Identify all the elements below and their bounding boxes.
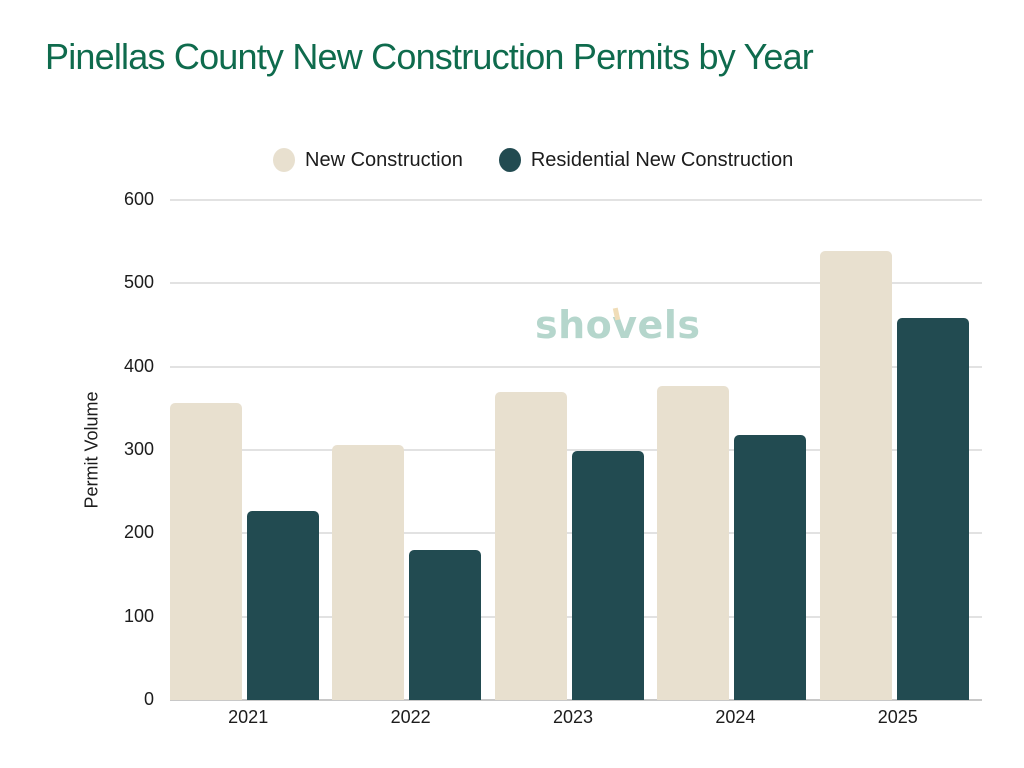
legend-item-residential-new-construction: Residential New Construction xyxy=(498,148,794,172)
gridline xyxy=(170,282,982,285)
bar-residential-2023[interactable] xyxy=(571,450,644,700)
bar-residential-2022[interactable] xyxy=(409,550,482,700)
y-tick-label: 500 xyxy=(123,272,154,293)
legend-label: Residential New Construction xyxy=(530,148,794,171)
x-axis-line xyxy=(170,699,982,701)
legend-item-new-construction: New Construction xyxy=(273,148,463,172)
bar-new-construction-2024[interactable] xyxy=(657,385,730,700)
y-tick-label: 300 xyxy=(123,439,154,459)
y-tick-label: 100 xyxy=(123,605,154,626)
x-tick-label: 2023 xyxy=(552,707,594,727)
x-tick-label: 2025 xyxy=(877,707,918,727)
legend-swatch-residential-icon xyxy=(498,148,521,172)
y-tick-label: 200 xyxy=(123,522,154,543)
y-tick-label: 400 xyxy=(123,355,154,376)
x-tick-label: 2024 xyxy=(715,707,756,727)
bar-residential-2021[interactable] xyxy=(247,510,319,700)
legend-label: New Construction xyxy=(305,148,463,171)
gridline xyxy=(170,365,982,368)
bar-new-construction-2023[interactable] xyxy=(494,391,567,700)
gridline xyxy=(170,449,982,451)
chart-title: Pinellas County New Construction Permits… xyxy=(45,36,814,77)
x-tick-label: 2022 xyxy=(390,707,431,727)
gridline xyxy=(170,199,982,201)
bar-residential-2025[interactable] xyxy=(896,318,969,700)
bar-new-construction-2025[interactable] xyxy=(819,250,892,700)
y-axis-label: Permit Volume xyxy=(81,391,102,509)
bar-residential-2024[interactable] xyxy=(734,435,807,700)
bar-new-construction-2022[interactable] xyxy=(332,445,405,700)
legend: New Construction Residential New Constru… xyxy=(273,148,829,172)
legend-swatch-new-construction-icon xyxy=(273,148,295,172)
bar-new-construction-2021[interactable] xyxy=(170,403,242,700)
y-tick-label: 600 xyxy=(123,189,154,209)
y-tick-label: 0 xyxy=(143,689,154,709)
x-tick-label: 2021 xyxy=(228,707,269,727)
